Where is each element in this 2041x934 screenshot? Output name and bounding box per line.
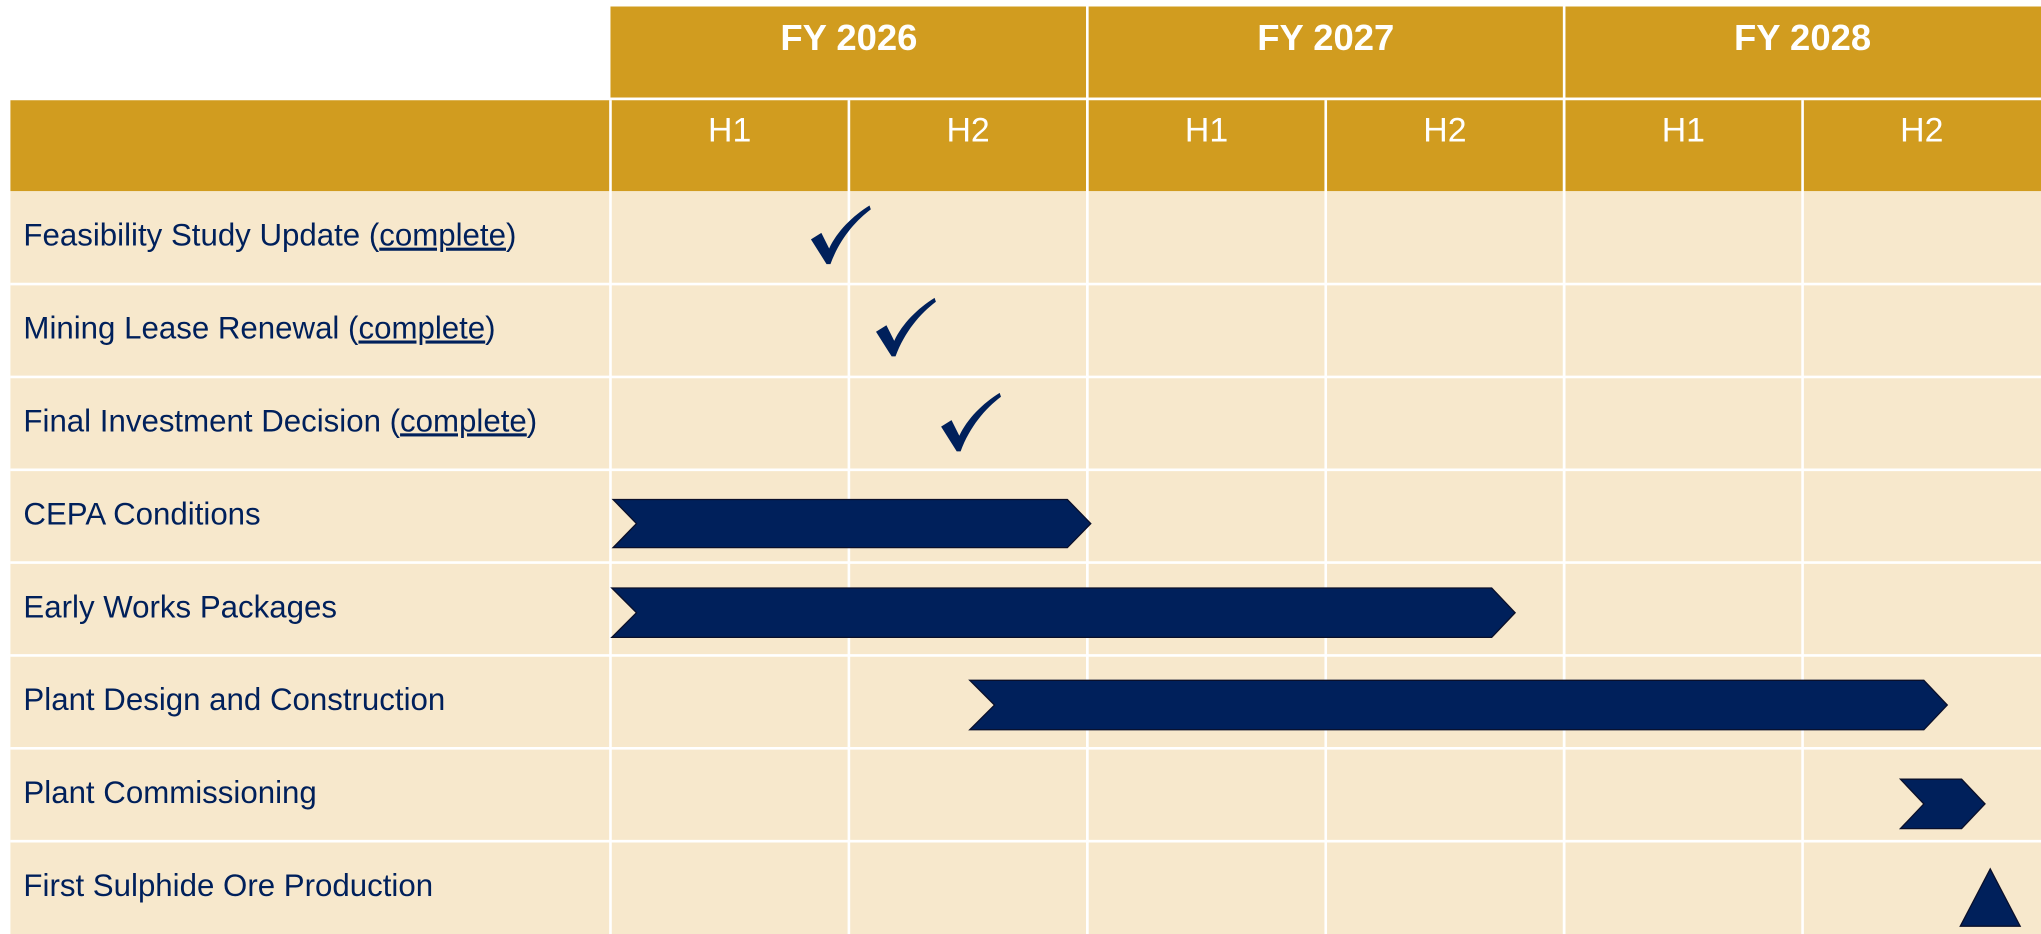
- row-label: CEPA Conditions: [23, 496, 260, 531]
- checks: [810, 205, 1001, 452]
- checkmark: [876, 297, 936, 357]
- half-label: H2: [1900, 112, 1943, 150]
- half-label: H1: [708, 112, 751, 150]
- status-link[interactable]: complete: [358, 311, 485, 346]
- half-label: H1: [1662, 112, 1705, 150]
- status-link[interactable]: complete: [400, 404, 527, 439]
- year-label: FY 2027: [1257, 17, 1394, 58]
- row-label: Feasibility Study Update (complete): [23, 218, 516, 253]
- half-label: H2: [946, 112, 989, 150]
- year-label: FY 2026: [780, 17, 917, 58]
- row-label: Plant Commissioning: [23, 775, 316, 810]
- row-label: Mining Lease Renewal (complete): [23, 311, 495, 346]
- half-label: H2: [1423, 112, 1466, 150]
- texts: FY 2026 FY 2027 FY 2028 H1 H2 H1 H2 H1 H2 Feasibi…: [23, 17, 1943, 903]
- bar: [1898, 778, 1986, 830]
- bars: [610, 498, 2022, 927]
- checkmark: [810, 205, 871, 265]
- half-header: [10, 100, 2041, 192]
- status-link[interactable]: complete: [379, 218, 506, 253]
- bar: [968, 679, 1949, 731]
- year-label: FY 2028: [1734, 17, 1871, 58]
- checkmark: [941, 392, 1001, 452]
- row-label: Final Investment Decision (complete): [23, 404, 537, 439]
- row-label: Plant Design and Construction: [23, 682, 445, 717]
- bar: [611, 498, 1092, 549]
- bar: [610, 587, 1517, 639]
- milestone: [1959, 867, 2022, 927]
- row-label: Early Works Packages: [23, 589, 337, 624]
- year-header: [610, 6, 2041, 98]
- row-label: First Sulphide Ore Production: [23, 868, 433, 903]
- half-label: H1: [1185, 112, 1228, 150]
